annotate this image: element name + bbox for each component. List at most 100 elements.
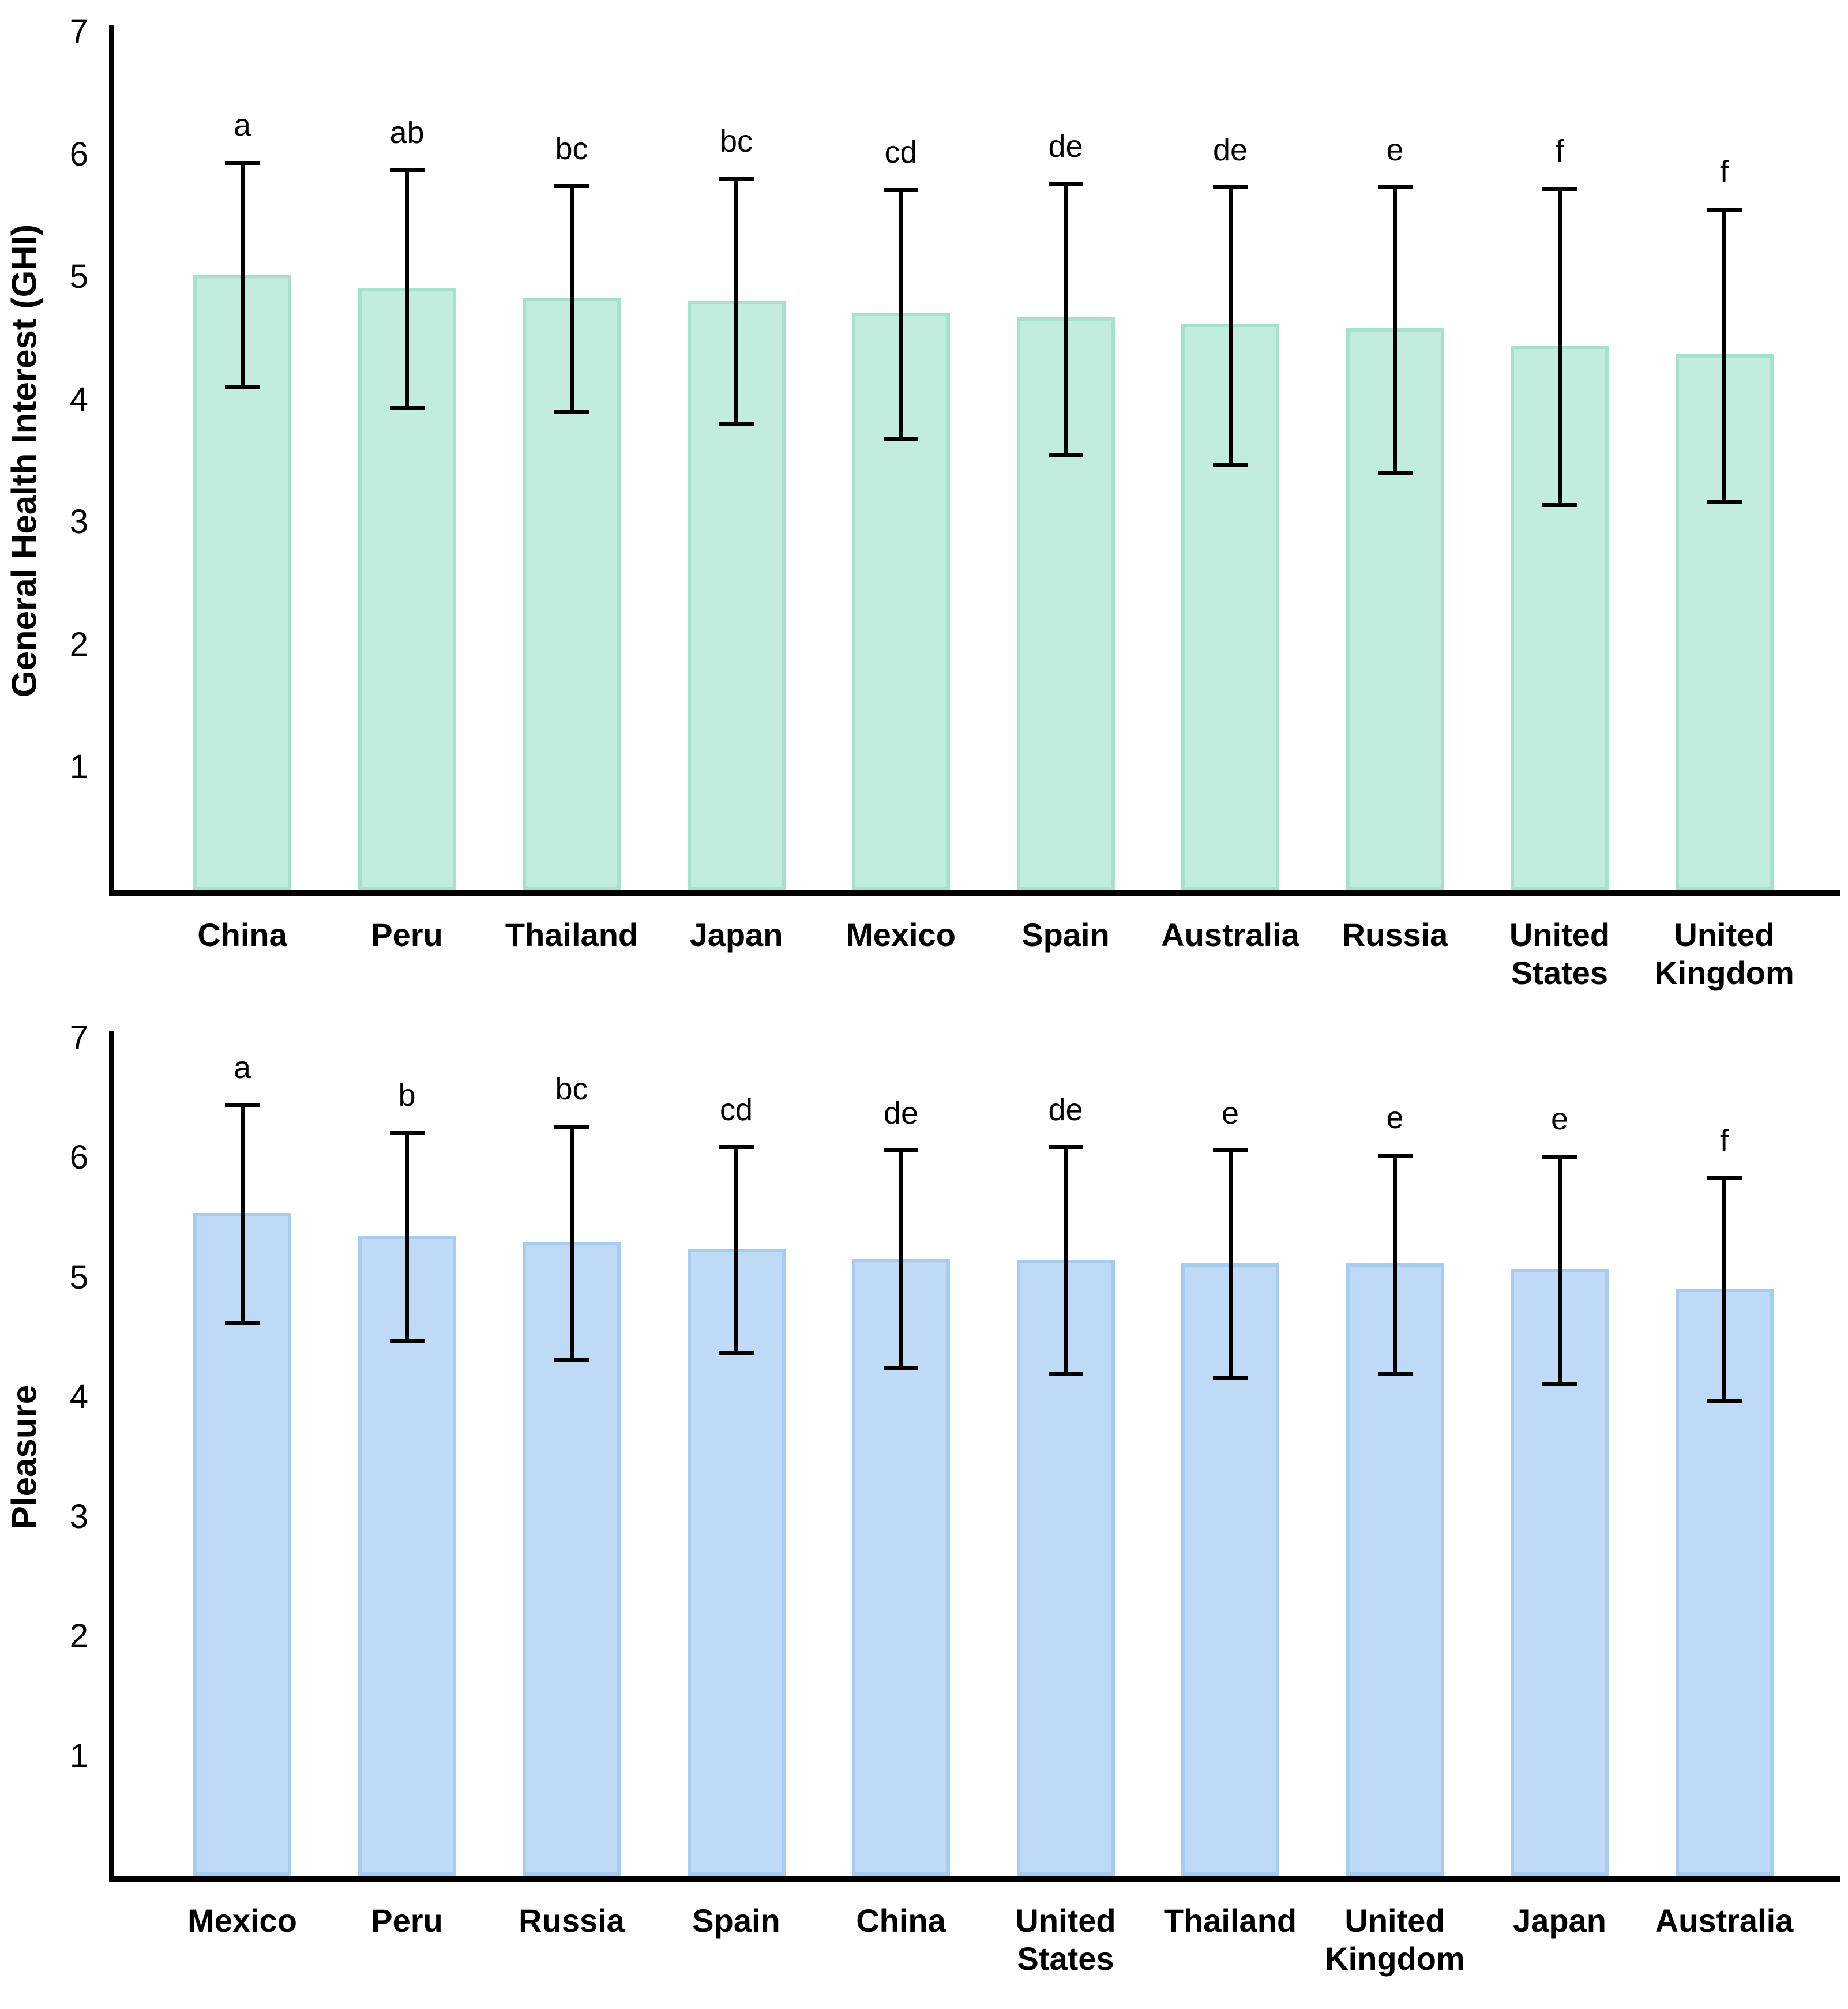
error-cap-bottom	[1377, 1372, 1413, 1377]
error-cap-bottom	[1707, 499, 1742, 504]
sig-letter: cd	[884, 135, 918, 170]
error-cap-bottom	[884, 437, 918, 441]
y-tick-label: 4	[69, 380, 88, 418]
sig-letter: f	[1555, 134, 1564, 169]
error-bar	[734, 1147, 738, 1353]
error-cap-top	[884, 187, 918, 192]
error-cap-top	[225, 1103, 260, 1107]
x-tick-label: Thailand	[1163, 1902, 1297, 1939]
y-tick-label: 3	[69, 503, 88, 541]
y-tick-label: 7	[69, 1019, 88, 1057]
x-tick-label: Australia	[1655, 1902, 1794, 1939]
error-bar	[1228, 187, 1233, 465]
x-tick-label: China	[856, 1902, 946, 1939]
error-cap-top	[719, 1145, 754, 1150]
error-cap-bottom	[1377, 471, 1413, 475]
y-tick-label: 3	[69, 1497, 88, 1535]
error-cap-bottom	[554, 410, 589, 414]
error-bar	[240, 1105, 245, 1323]
error-cap-bottom	[884, 1366, 918, 1370]
error-cap-top	[1377, 185, 1413, 190]
y-axis-line	[109, 25, 114, 896]
sig-letter: a	[233, 108, 251, 143]
y-tick-label: 2	[69, 1617, 88, 1655]
x-tick-label: United States	[1509, 917, 1610, 991]
y-tick-label: 6	[69, 1139, 88, 1177]
error-cap-top	[1707, 207, 1742, 212]
error-bar	[1393, 187, 1397, 474]
sig-letter: e	[1386, 132, 1404, 167]
error-cap-bottom	[1213, 462, 1248, 467]
y-tick-label: 4	[69, 1378, 88, 1416]
sig-letter: b	[398, 1077, 416, 1113]
bar	[1181, 1263, 1279, 1876]
error-cap-top	[884, 1148, 918, 1153]
error-bar	[569, 186, 574, 412]
sig-letter: ab	[389, 115, 425, 151]
error-cap-bottom	[389, 1339, 425, 1343]
error-cap-bottom	[1542, 503, 1577, 508]
x-tick-label: China	[197, 917, 287, 953]
error-cap-bottom	[225, 385, 260, 389]
sig-letter: e	[1386, 1101, 1404, 1136]
x-tick-label: Mexico	[187, 1902, 297, 1939]
sig-letter: de	[1048, 129, 1083, 164]
error-cap-top	[1048, 1145, 1083, 1150]
sig-letter: a	[233, 1050, 251, 1086]
sig-letter: bc	[719, 124, 753, 159]
error-bar	[1228, 1150, 1233, 1379]
error-cap-top	[554, 184, 589, 189]
bar	[193, 1212, 291, 1876]
sig-letter: bc	[555, 1072, 588, 1107]
x-tick-label: Thailand	[505, 917, 638, 953]
x-axis-line	[109, 1876, 1840, 1882]
error-bar	[899, 1150, 903, 1369]
x-tick-label: Russia	[519, 1902, 625, 1939]
error-cap-top	[225, 160, 260, 165]
error-bar	[569, 1126, 574, 1360]
error-cap-bottom	[719, 422, 754, 426]
error-cap-bottom	[225, 1321, 260, 1325]
error-cap-bottom	[1048, 1372, 1083, 1377]
x-tick-label: United States	[1015, 1902, 1116, 1977]
error-cap-top	[1213, 185, 1248, 190]
y-tick-label: 5	[69, 258, 88, 296]
error-cap-bottom	[1542, 1381, 1577, 1386]
x-tick-label: United Kingdom	[1325, 1902, 1465, 1977]
y-tick-label: 1	[69, 1737, 88, 1775]
x-tick-label: Japan	[1513, 1902, 1606, 1939]
sig-letter: e	[1221, 1095, 1239, 1131]
error-bar	[734, 179, 738, 425]
error-cap-bottom	[389, 406, 425, 411]
sig-letter: e	[1550, 1102, 1569, 1137]
error-bar	[1557, 189, 1562, 505]
error-bar	[1064, 183, 1068, 455]
y-axis-title-ghi: General Health Interest (GHI)	[5, 224, 44, 698]
x-tick-label: Australia	[1161, 917, 1299, 953]
error-bar	[1557, 1156, 1562, 1384]
y-axis-title-pleasure: Pleasure	[5, 1384, 44, 1530]
error-bar	[405, 1132, 409, 1341]
error-cap-top	[1542, 1154, 1577, 1159]
error-bar	[1722, 1178, 1726, 1401]
x-tick-label: Spain	[1021, 917, 1110, 953]
error-cap-top	[1707, 1176, 1742, 1181]
error-cap-top	[389, 1131, 425, 1135]
y-tick-label: 6	[69, 135, 88, 173]
error-cap-bottom	[1213, 1376, 1248, 1380]
sig-letter: de	[1048, 1092, 1083, 1127]
y-tick-label: 1	[69, 748, 88, 786]
x-axis-line	[109, 890, 1840, 896]
error-cap-top	[389, 168, 425, 172]
error-bar	[899, 190, 903, 439]
x-tick-label: Spain	[692, 1902, 780, 1939]
x-tick-label: Peru	[371, 1902, 443, 1939]
sig-letter: f	[1719, 155, 1729, 190]
error-cap-top	[719, 177, 754, 181]
error-bar	[1393, 1155, 1397, 1375]
x-tick-label: Japan	[689, 917, 783, 953]
error-bar	[405, 170, 409, 408]
sig-letter: f	[1719, 1123, 1729, 1158]
